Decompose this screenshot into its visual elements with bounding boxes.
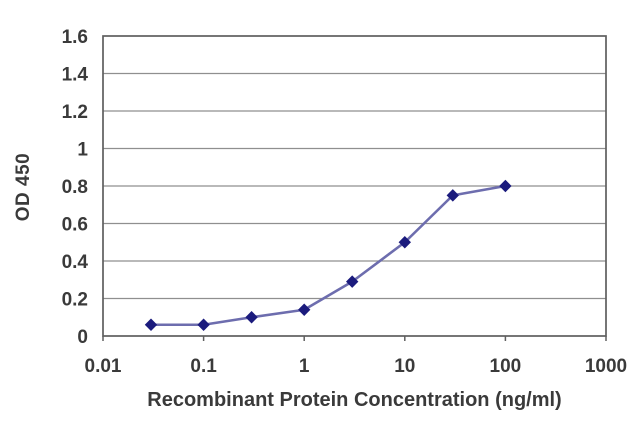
x-tick-label: 0.01: [85, 356, 122, 377]
x-tick-label: 1000: [585, 356, 627, 377]
x-tick-label: 100: [490, 356, 522, 377]
data-point-marker: [144, 318, 158, 331]
x-tick-label: 10: [394, 356, 415, 377]
y-tick-label: 0.4: [62, 252, 89, 273]
data-point-marker: [245, 311, 258, 324]
series-line: [149, 184, 507, 327]
y-tick-label: 1.4: [62, 65, 89, 86]
data-point-marker: [345, 275, 359, 288]
y-tick-label: 1.6: [62, 27, 88, 48]
x-tick-label: 1: [299, 356, 310, 377]
y-tick-label: 1: [77, 140, 88, 161]
data-point-marker: [197, 318, 210, 331]
y-tick-label: 1.2: [62, 102, 88, 123]
y-tick-label: 0.6: [62, 215, 88, 236]
y-tick-label: 0.2: [62, 290, 88, 311]
x-axis-title: Recombinant Protein Concentration (ng/ml…: [147, 389, 562, 411]
data-point-marker: [499, 179, 512, 193]
y-tick-label: 0.8: [62, 177, 88, 198]
data-point-marker: [298, 303, 311, 316]
y-axis-title: OD 450: [13, 152, 34, 222]
y-tick-label: 0: [77, 327, 88, 348]
x-tick-label: 0.1: [190, 356, 217, 377]
plot-frame: [102, 35, 607, 337]
data-point-marker: [398, 236, 411, 249]
data-point-marker: [446, 189, 459, 202]
